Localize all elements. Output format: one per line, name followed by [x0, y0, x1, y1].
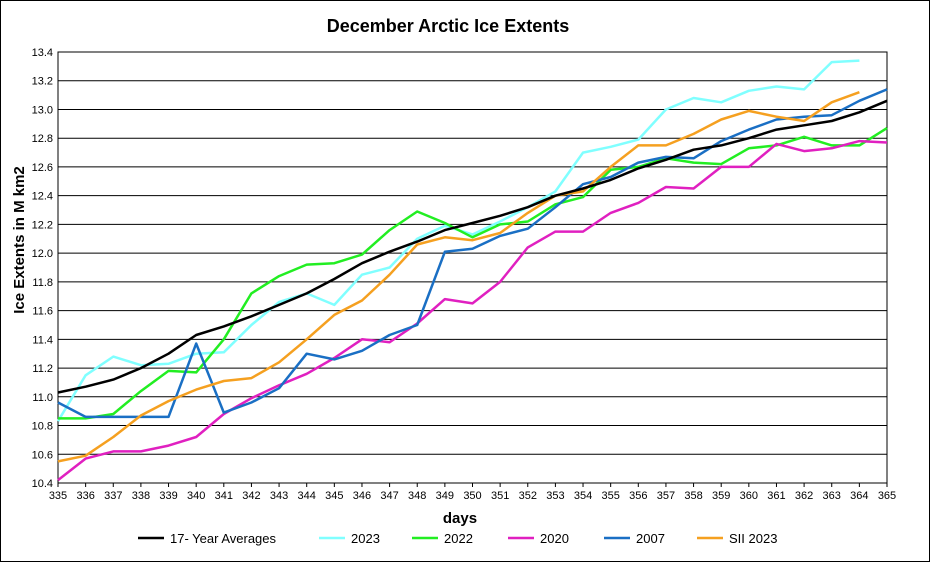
y-tick-label: 12.2: [32, 219, 53, 231]
y-tick-label: 11.2: [32, 363, 53, 375]
y-tick-label: 10.8: [32, 421, 53, 433]
legend-label: 2007: [636, 531, 665, 546]
x-tick-label: 347: [380, 490, 398, 502]
x-tick-label: 351: [491, 490, 509, 502]
y-tick-label: 11.4: [32, 334, 53, 346]
y-tick-label: 11.8: [32, 277, 53, 289]
x-tick-label: 363: [823, 490, 841, 502]
legend-label: 2023: [351, 531, 380, 546]
series-line-17-year-averages: [57, 99, 888, 394]
x-tick-label: 361: [767, 490, 785, 502]
x-tick-label: 336: [76, 490, 94, 502]
x-tick-label: 341: [215, 490, 233, 502]
x-tick-label: 350: [463, 490, 481, 502]
series-line-sii-2023: [57, 91, 860, 463]
legend-item-17-year-averages: 17- Year Averages: [138, 531, 277, 546]
y-tick-label: 12.0: [32, 248, 53, 260]
series-line-2007: [57, 88, 888, 419]
chart-title: December Arctic Ice Extents: [327, 16, 569, 36]
series-line-2022: [58, 127, 888, 420]
legend-label: 2020: [540, 531, 569, 546]
x-tick-label: 360: [740, 490, 758, 502]
legend-item-2023: 2023: [319, 531, 380, 546]
legend-item-2020: 2020: [508, 531, 569, 546]
legend: 17- Year Averages 2023 2022 2020 2007 SII 202…: [138, 531, 777, 546]
x-tick-label: 337: [104, 490, 122, 502]
y-axis-ticks: 10.4 10.6 10.8 11.0 11.2 11.4 11.6 11.8 12.0 12.2…: [32, 47, 53, 490]
x-tick-label: 353: [546, 490, 564, 502]
x-tick-label: 335: [49, 490, 67, 502]
y-tick-label: 13.2: [32, 76, 53, 88]
x-tick-label: 365: [878, 490, 896, 502]
x-tick-label: 352: [519, 490, 537, 502]
legend-item-2007: 2007: [604, 531, 665, 546]
y-axis-label: Ice Extents in M km2: [11, 166, 28, 314]
y-tick-label: 10.6: [32, 449, 53, 461]
legend-label: 17- Year Averages: [170, 531, 277, 546]
gridlines: [58, 51, 887, 484]
y-tick-label: 13.0: [32, 104, 53, 116]
x-tick-label: 359: [712, 490, 730, 502]
x-tick-label: 357: [657, 490, 675, 502]
plot-area: [57, 51, 888, 484]
legend-item-sii-2023: SII 2023: [697, 531, 777, 546]
x-axis-ticks: 335 336 337 338 339 340 341 342 343 344 345 346 347 3…: [49, 483, 896, 502]
x-axis-label: days: [443, 510, 477, 527]
x-tick-label: 348: [408, 490, 426, 502]
y-tick-label: 11.0: [32, 392, 53, 404]
y-tick-label: 12.8: [32, 133, 53, 145]
x-tick-label: 346: [353, 490, 371, 502]
x-tick-label: 345: [325, 490, 343, 502]
x-tick-label: 344: [298, 490, 316, 502]
x-tick-label: 355: [601, 490, 619, 502]
y-tick-label: 11.6: [32, 306, 53, 318]
y-tick-label: 12.6: [32, 162, 53, 174]
x-tick-label: 339: [159, 490, 177, 502]
legend-label: SII 2023: [729, 531, 777, 546]
x-tick-label: 358: [684, 490, 702, 502]
legend-item-2022: 2022: [412, 531, 473, 546]
x-tick-label: 362: [795, 490, 813, 502]
x-tick-label: 340: [187, 490, 205, 502]
y-tick-label: 10.4: [32, 478, 53, 490]
series-lines: [56, 59, 888, 482]
y-tick-label: 13.4: [32, 47, 53, 59]
legend-label: 2022: [444, 531, 473, 546]
x-tick-label: 356: [629, 490, 647, 502]
x-tick-label: 364: [850, 490, 868, 502]
y-tick-label: 12.4: [32, 191, 53, 203]
x-tick-label: 349: [436, 490, 454, 502]
x-tick-label: 342: [242, 490, 260, 502]
x-tick-label: 343: [270, 490, 288, 502]
series-line-2020: [57, 139, 888, 482]
x-tick-label: 354: [574, 490, 592, 502]
x-tick-label: 338: [132, 490, 150, 502]
